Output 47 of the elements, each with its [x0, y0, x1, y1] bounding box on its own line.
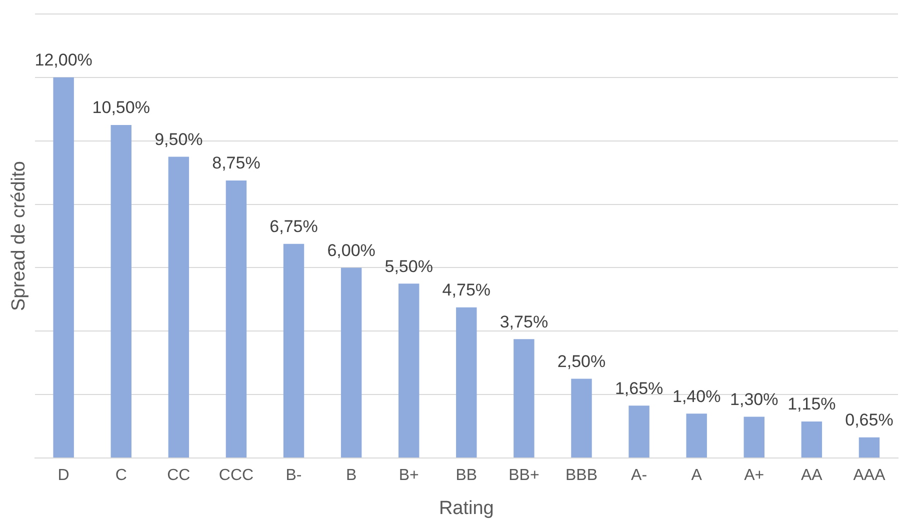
bar [801, 422, 822, 458]
y-axis-title: Spread de crédito [8, 161, 30, 311]
x-tick-label: CCC [218, 467, 254, 484]
data-label: 5,50% [384, 256, 433, 276]
x-tick-label: CC [167, 467, 190, 484]
bar [283, 244, 304, 458]
x-tick-label: B+ [398, 467, 419, 484]
data-label: 8,75% [212, 154, 260, 173]
bar [514, 339, 534, 458]
x-tick-label: B- [286, 467, 302, 484]
data-label: 10,50% [92, 98, 150, 118]
x-tick-label: C [115, 467, 127, 484]
data-label: 1,30% [730, 390, 778, 409]
bar [456, 307, 477, 458]
bar [168, 156, 190, 458]
bar [340, 268, 362, 458]
x-tick-label: BB+ [508, 467, 540, 484]
x-tick-label: B [346, 467, 357, 484]
data-label: 12,00% [34, 50, 92, 70]
x-tick-label: A [691, 467, 702, 484]
x-tick-label: D [58, 467, 70, 484]
bar [571, 378, 592, 458]
x-tick-label: AA [801, 467, 823, 484]
x-tick-label: BBB [565, 467, 598, 484]
data-label: 6,00% [327, 240, 376, 260]
bar [858, 437, 880, 458]
data-label: 9,50% [154, 130, 203, 149]
x-axis-title: Rating [438, 498, 494, 519]
x-tick-label: A+ [744, 467, 764, 484]
bar [110, 125, 132, 458]
bar [686, 414, 707, 458]
data-label: 0,65% [845, 410, 894, 430]
data-label: 1,65% [614, 378, 664, 398]
data-label: 4,75% [442, 280, 490, 300]
bar [53, 77, 74, 458]
x-tick-label: AAA [853, 467, 886, 484]
data-label: 1,15% [788, 394, 836, 414]
data-label: 2,50% [557, 352, 606, 371]
bar [226, 180, 247, 458]
x-tick-label: A- [631, 467, 648, 484]
bar [398, 284, 420, 458]
data-label: 1,40% [672, 386, 721, 406]
bar [744, 416, 764, 458]
data-label: 6,75% [270, 217, 318, 236]
bar [628, 406, 650, 458]
data-label: 3,75% [500, 312, 548, 332]
x-tick-label: BB [456, 467, 478, 484]
